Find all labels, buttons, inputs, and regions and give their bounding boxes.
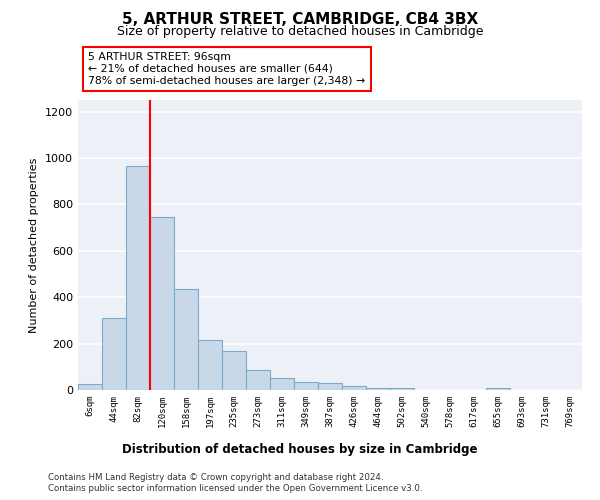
Bar <box>174 289 198 390</box>
Text: Distribution of detached houses by size in Cambridge: Distribution of detached houses by size … <box>122 442 478 456</box>
Bar <box>318 383 342 390</box>
Bar <box>342 386 366 390</box>
Bar <box>246 370 270 390</box>
Bar <box>222 350 246 390</box>
Text: Size of property relative to detached houses in Cambridge: Size of property relative to detached ho… <box>117 25 483 38</box>
Text: 5, ARTHUR STREET, CAMBRIDGE, CB4 3BX: 5, ARTHUR STREET, CAMBRIDGE, CB4 3BX <box>122 12 478 28</box>
Text: 5 ARTHUR STREET: 96sqm
← 21% of detached houses are smaller (644)
78% of semi-de: 5 ARTHUR STREET: 96sqm ← 21% of detached… <box>88 52 365 86</box>
Y-axis label: Number of detached properties: Number of detached properties <box>29 158 40 332</box>
Bar <box>102 318 126 390</box>
Bar <box>198 340 222 390</box>
Bar <box>390 388 414 390</box>
Bar <box>294 382 318 390</box>
Bar <box>366 388 390 390</box>
Bar <box>126 166 150 390</box>
Bar <box>150 217 174 390</box>
Bar <box>486 388 510 390</box>
Text: Contains public sector information licensed under the Open Government Licence v3: Contains public sector information licen… <box>48 484 422 493</box>
Text: Contains HM Land Registry data © Crown copyright and database right 2024.: Contains HM Land Registry data © Crown c… <box>48 472 383 482</box>
Bar <box>78 384 102 390</box>
Bar <box>270 378 294 390</box>
